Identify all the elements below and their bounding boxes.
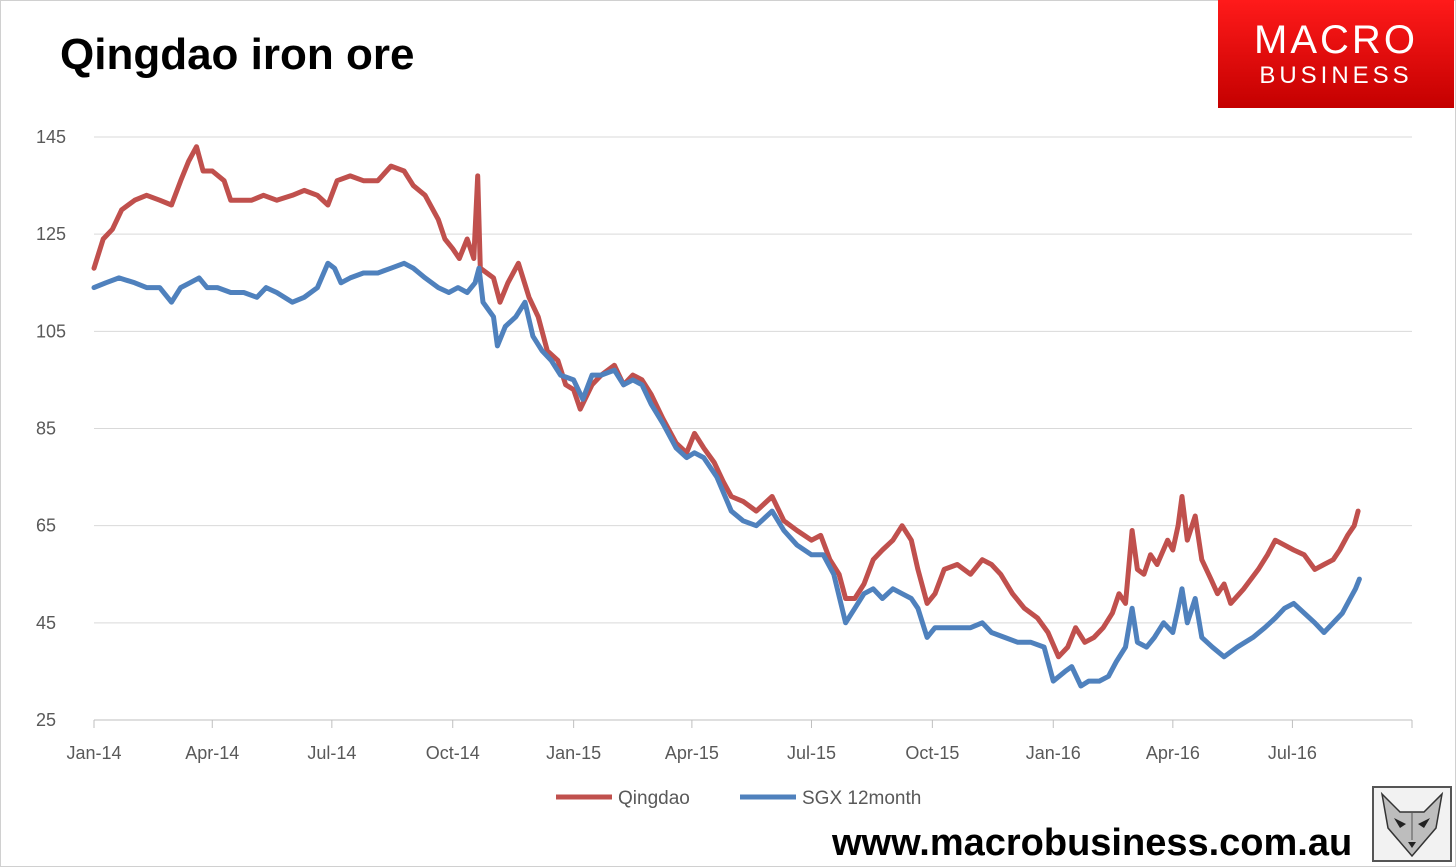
x-tick-label: Apr-16: [1146, 743, 1200, 763]
y-tick-label: 45: [36, 613, 56, 633]
chart-title: Qingdao iron ore: [60, 30, 415, 79]
x-tick-label: Jul-16: [1268, 743, 1317, 763]
y-tick-label: 65: [36, 516, 56, 536]
logo-line1: MACRO: [1254, 18, 1418, 62]
axes: 25 45 65 85 105 125 145 Jan-14 Apr-14 Jul-14 Oct-1…: [36, 127, 1413, 763]
macrobusiness-logo: MACRO BUSINESS: [1218, 0, 1454, 108]
x-tick-label: Jan-15: [546, 743, 601, 763]
logo-line2: BUSINESS: [1259, 62, 1413, 89]
legend-label: SGX 12month: [802, 788, 921, 809]
series-line-qingdao: [91, 144, 1361, 660]
x-tick-label: Jan-16: [1026, 743, 1081, 763]
x-tick-label: Apr-14: [185, 743, 239, 763]
series-lines: [91, 144, 1362, 689]
y-tick-label: 145: [36, 127, 66, 147]
y-tick-label: 85: [36, 419, 56, 439]
y-tick-label: 25: [36, 710, 56, 730]
x-tick-label: Oct-14: [426, 743, 480, 763]
fox-icon: [1372, 786, 1452, 862]
x-tick-label: Jul-14: [307, 743, 356, 763]
website-url: www.macrobusiness.com.au: [832, 822, 1353, 864]
x-tick-label: Oct-15: [905, 743, 959, 763]
x-tick-label: Apr-15: [665, 743, 719, 763]
x-tick-label: Jul-15: [787, 743, 836, 763]
y-tick-label: 125: [36, 224, 66, 244]
legend: Qingdao SGX 12month: [556, 788, 921, 809]
y-tick-label: 105: [36, 321, 66, 341]
series-line-sgx-12month: [91, 260, 1362, 689]
x-tick-label: Jan-14: [66, 743, 121, 763]
legend-label: Qingdao: [618, 788, 690, 809]
gridlines: [94, 136, 1412, 624]
